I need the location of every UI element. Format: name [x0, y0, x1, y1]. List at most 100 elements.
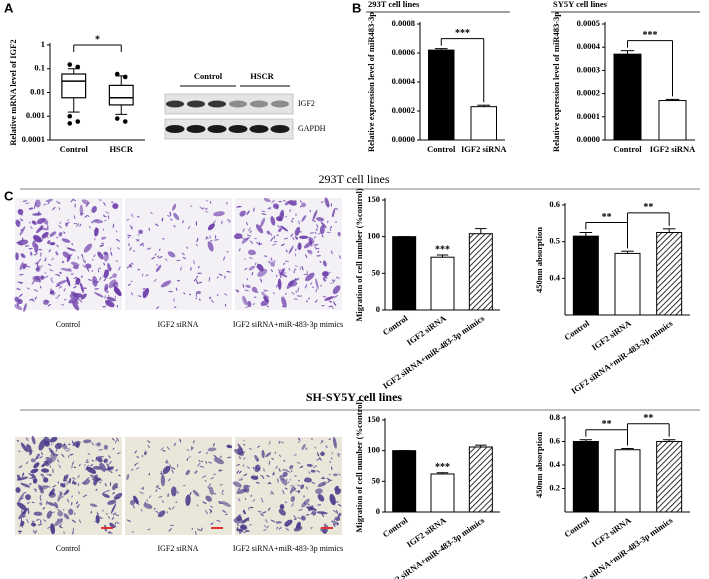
- cell: [31, 280, 35, 285]
- cell: [257, 445, 261, 448]
- y-tick-label: 0.4: [549, 272, 560, 282]
- cell: [133, 495, 139, 505]
- band: [270, 125, 290, 133]
- cell: [70, 261, 80, 267]
- cell: [271, 199, 275, 204]
- cell: [337, 504, 342, 507]
- cell: [40, 285, 42, 289]
- cell: [103, 460, 106, 464]
- cell: [17, 281, 22, 283]
- cell: [255, 465, 258, 470]
- cell: [42, 463, 45, 468]
- cell: [263, 289, 269, 292]
- cell: [98, 449, 104, 451]
- cell: [48, 249, 51, 253]
- micrograph-caption: Control: [56, 544, 81, 553]
- cell: [207, 447, 217, 452]
- cell: [315, 488, 323, 494]
- cell: [112, 203, 119, 209]
- y-tick-label: 0.6: [549, 435, 560, 445]
- cell: [39, 258, 41, 261]
- cell: [330, 203, 333, 207]
- cell: [249, 506, 254, 509]
- cell: [28, 483, 32, 485]
- cell: [31, 501, 35, 504]
- cell: [239, 456, 241, 460]
- cell: [63, 531, 65, 534]
- cell: [279, 475, 285, 477]
- cell: [54, 442, 63, 450]
- cell: [261, 449, 265, 459]
- x-tick-label: IGF2 siRNA: [461, 144, 507, 154]
- cell: [202, 475, 207, 478]
- cell: [92, 276, 98, 287]
- cell: [110, 471, 113, 474]
- cell: [200, 460, 204, 463]
- cell: [244, 289, 249, 292]
- cell: [292, 237, 295, 241]
- cell: [324, 197, 330, 208]
- cell: [126, 234, 132, 237]
- cell: [96, 442, 101, 447]
- cell: [183, 292, 186, 295]
- band: [228, 125, 248, 133]
- cell: [172, 203, 177, 211]
- cell: [188, 456, 192, 458]
- cell: [104, 269, 108, 272]
- cell: [298, 508, 303, 511]
- cell: [305, 272, 315, 282]
- cell: [129, 499, 136, 506]
- cell: [254, 262, 257, 266]
- cell: [112, 223, 115, 229]
- cell: [268, 508, 270, 512]
- cell: [160, 473, 164, 475]
- cell: [92, 258, 94, 261]
- cell: [273, 240, 278, 243]
- cell: [218, 469, 221, 473]
- cell: [22, 268, 26, 270]
- cell: [305, 486, 309, 490]
- cell: [266, 474, 270, 478]
- cell: [236, 206, 241, 208]
- cell: [254, 252, 256, 255]
- cell: [156, 264, 162, 272]
- cell: [114, 514, 120, 517]
- cell: [294, 265, 298, 267]
- bar: [613, 53, 642, 141]
- cell: [140, 508, 143, 512]
- cell: [16, 221, 21, 224]
- cell: [261, 291, 266, 293]
- cell: [35, 489, 37, 493]
- outlier: [75, 64, 81, 70]
- cell: [304, 502, 306, 505]
- cell: [43, 477, 49, 483]
- cell: [50, 279, 54, 284]
- cell: [81, 199, 90, 205]
- cell: [74, 512, 76, 515]
- cell: [102, 275, 104, 278]
- cell: [61, 304, 65, 306]
- cell: [296, 484, 302, 487]
- cell: [61, 495, 64, 499]
- cell: [99, 276, 102, 281]
- x-tick-label: Control: [562, 515, 591, 540]
- cell: [66, 481, 71, 484]
- cell: [45, 199, 53, 202]
- cell: [216, 293, 219, 297]
- cell: [185, 469, 191, 476]
- cell: [209, 235, 211, 239]
- cell: [281, 296, 287, 308]
- cell: [53, 292, 56, 296]
- micrograph-caption: IGF2 siRNA: [157, 544, 198, 553]
- cell: [38, 279, 43, 281]
- cell: [338, 473, 341, 476]
- cell: [18, 450, 21, 453]
- cell: [116, 437, 119, 442]
- cell: [288, 267, 290, 271]
- significance-label: ***: [435, 462, 450, 473]
- cell: [315, 288, 317, 293]
- significance-label: ***: [643, 30, 658, 41]
- cell: [107, 262, 112, 272]
- cell: [221, 501, 232, 507]
- cell: [208, 461, 212, 464]
